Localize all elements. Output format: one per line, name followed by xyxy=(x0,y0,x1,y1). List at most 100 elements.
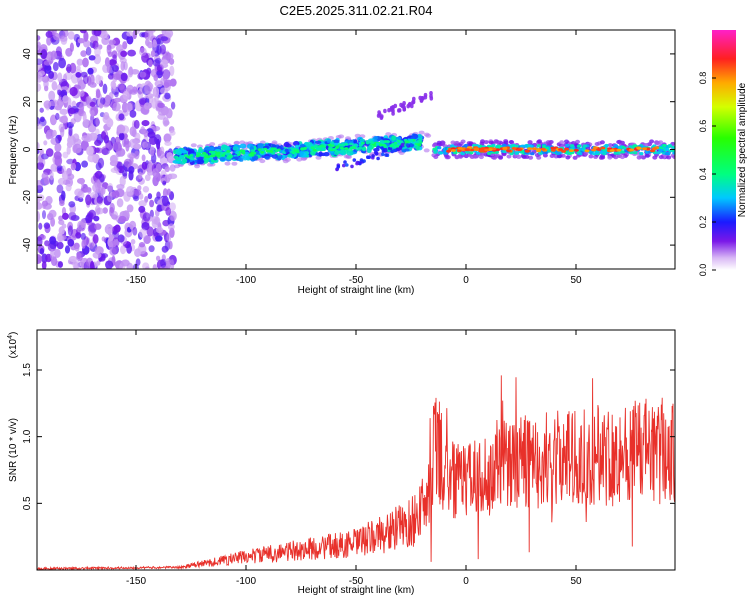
heatmap-cell xyxy=(617,145,623,149)
snr-x-axis: -150 -100 -50 0 50 xyxy=(126,330,582,587)
x-tick-label: 50 xyxy=(570,576,582,587)
heatmap-cell xyxy=(572,155,578,160)
heatmap-cell xyxy=(211,151,216,155)
heatmap-cell xyxy=(418,138,423,142)
snr-y-label: SNR (10 * v/v) xyxy=(8,418,19,482)
heatmap-cell xyxy=(116,198,124,208)
heatmap-cell xyxy=(613,155,619,160)
heatmap-cell xyxy=(45,30,53,38)
heatmap-cell xyxy=(108,92,114,100)
heatmap-cell xyxy=(77,37,85,44)
heatmap-cell xyxy=(450,149,456,152)
heatmap-cell xyxy=(103,111,110,120)
heatmap-cell xyxy=(392,148,396,153)
heatmap-cell xyxy=(129,109,137,118)
heatmap-cell xyxy=(383,108,387,114)
heatmap-cell xyxy=(161,245,169,253)
heatmap-cell xyxy=(119,175,126,187)
heatmap-cell xyxy=(134,248,141,258)
heatmap-cell xyxy=(164,166,170,173)
heatmap-cell xyxy=(160,77,165,86)
heatmap-cell xyxy=(167,53,174,60)
heatmap-cell xyxy=(65,183,72,192)
heatmap-cell xyxy=(259,159,266,164)
heatmap-cell xyxy=(62,212,69,220)
heatmap-cell xyxy=(129,89,138,95)
heatmap-cell xyxy=(662,143,667,148)
heatmap-cell xyxy=(380,114,384,119)
heatmap-cell xyxy=(592,146,598,150)
heatmap-cell xyxy=(349,146,354,150)
heatmap-cell xyxy=(98,103,104,109)
heatmap-cell xyxy=(147,59,153,68)
heatmap-cell xyxy=(142,141,148,149)
heatmap-cell xyxy=(537,139,542,144)
heatmap-cell xyxy=(440,140,446,145)
heatmap-cell xyxy=(44,64,52,74)
heatmap-cell xyxy=(43,140,48,146)
heatmap-cell xyxy=(208,146,215,151)
heatmap-cell xyxy=(419,98,424,103)
heatmap-cell xyxy=(320,144,324,148)
y-tick-label: 20 xyxy=(22,96,33,108)
heatmap-cell xyxy=(508,140,514,144)
heatmap-cell xyxy=(130,238,136,245)
heatmap-cell xyxy=(465,150,470,154)
heatmap-cell xyxy=(88,242,95,249)
heatmap-cell xyxy=(58,219,65,225)
heatmap-cell xyxy=(156,191,161,199)
heatmap-cell xyxy=(81,135,90,142)
heatmap-cell xyxy=(550,148,556,152)
heatmap-cell xyxy=(542,145,547,149)
heatmap-cell xyxy=(483,140,489,145)
heatmap-cell xyxy=(107,73,115,80)
heatmap-cell xyxy=(75,72,82,78)
heatmap-cell xyxy=(239,143,247,149)
heatmap-cell xyxy=(315,155,322,160)
heatmap-cell xyxy=(112,54,117,64)
heatmap-cell xyxy=(241,151,246,155)
heatmap-cell xyxy=(373,147,380,152)
heatmap-cell xyxy=(523,144,528,148)
heatmap-cell xyxy=(232,146,239,151)
heatmap-cell xyxy=(527,147,533,151)
heatmap-cell xyxy=(464,148,470,152)
heatmap-cell xyxy=(559,140,565,145)
heatmap-cell xyxy=(154,134,162,145)
heatmap-cell xyxy=(186,155,191,159)
heatmap-cell xyxy=(358,146,363,150)
heatmap-cell xyxy=(137,185,142,191)
heatmap-cell xyxy=(510,144,516,148)
heatmap-cell xyxy=(168,173,178,180)
heatmap-cell xyxy=(219,157,226,162)
heatmap-cell xyxy=(128,66,133,76)
heatmap-cell xyxy=(498,155,504,160)
heatmap-cell xyxy=(423,148,430,153)
heatmap-cell xyxy=(45,195,53,205)
heatmap-cell xyxy=(141,161,148,170)
heatmap-cell xyxy=(474,147,480,151)
heatmap-cell xyxy=(565,155,571,160)
heatmap-cell xyxy=(217,145,222,150)
heatmap-cell xyxy=(49,170,54,181)
heatmap-cell xyxy=(389,144,394,148)
heatmap-cell xyxy=(472,154,478,159)
heatmap-cell xyxy=(135,258,141,266)
heatmap-cell xyxy=(300,147,305,151)
heatmap-cell xyxy=(74,245,80,252)
heatmap-cell xyxy=(582,144,588,148)
heatmap-cell xyxy=(376,156,380,161)
heatmap-cell xyxy=(556,154,562,159)
heatmap-cell xyxy=(160,36,169,42)
heatmap-cell xyxy=(494,150,499,154)
heatmap-cell xyxy=(85,194,92,206)
heatmap-cell xyxy=(137,88,144,99)
heatmap-cell xyxy=(381,149,386,153)
heatmap-cell xyxy=(200,154,205,157)
heatmap-cell xyxy=(67,225,73,237)
heatmap-cell xyxy=(666,155,672,160)
heatmap-cell xyxy=(195,154,200,158)
heatmap-cell xyxy=(607,143,613,148)
heatmap-cell xyxy=(263,147,268,151)
